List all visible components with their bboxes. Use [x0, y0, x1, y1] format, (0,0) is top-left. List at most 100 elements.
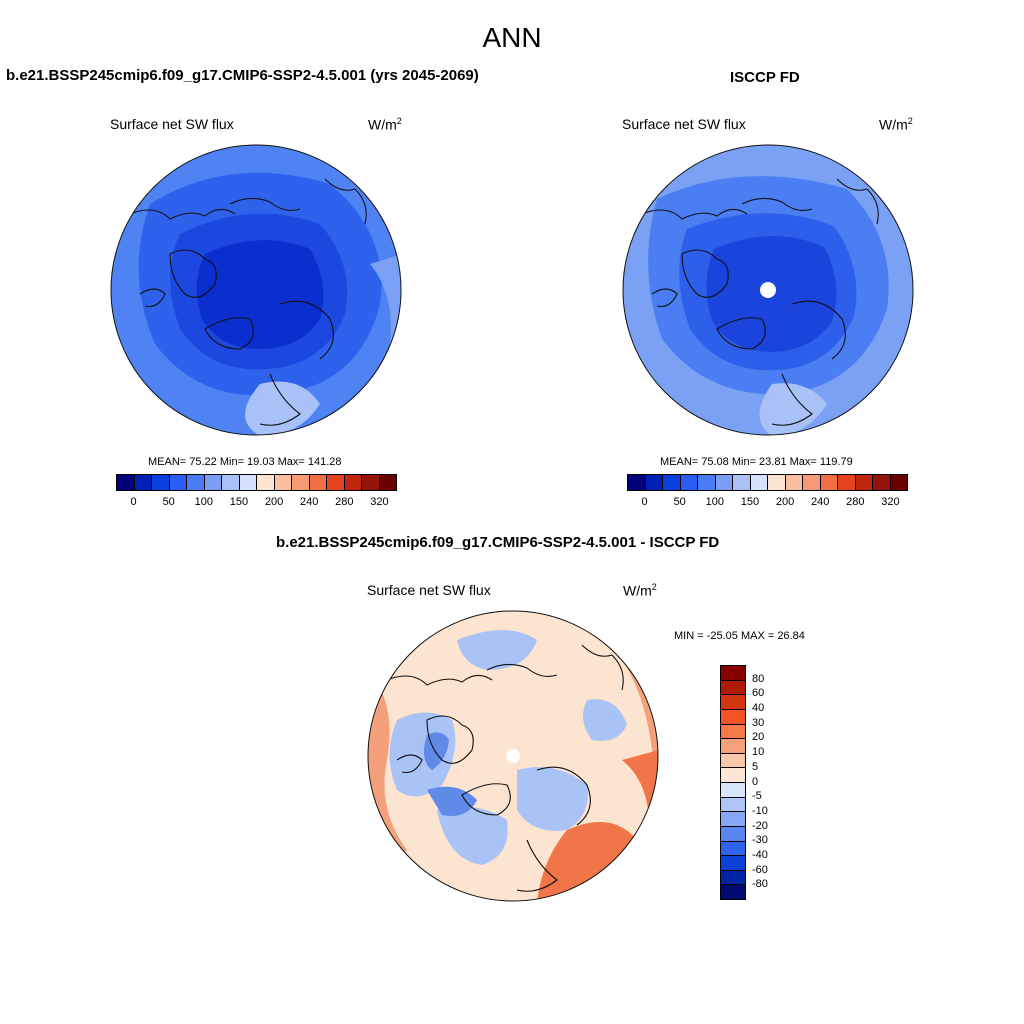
- colorbar-swatch: [628, 475, 646, 490]
- colorbar-tick-label: -30: [752, 834, 768, 847]
- colorbar-swatch: [721, 768, 745, 783]
- colorbar-tick-label: 5: [752, 760, 759, 773]
- obs-units-label: W/m2: [879, 116, 913, 133]
- colorbar-tick-label: -60: [752, 863, 768, 876]
- model-units-label: W/m2: [368, 116, 402, 133]
- colorbar-swatch: [721, 885, 745, 899]
- colorbar-swatch: [715, 475, 733, 490]
- colorbar-swatch: [187, 475, 205, 490]
- colorbar-swatch: [721, 724, 745, 740]
- colorbar-tick-label: 100: [194, 496, 213, 508]
- model-polar-map: [110, 144, 402, 436]
- colorbar-swatch: [309, 475, 327, 490]
- colorbar-swatch: [721, 709, 745, 725]
- colorbar-swatch: [721, 841, 745, 857]
- obs-variable-label: Surface net SW flux: [622, 116, 746, 132]
- colorbar-tick-label: 50: [673, 496, 686, 508]
- colorbar-swatch: [750, 475, 768, 490]
- colorbar-swatch: [257, 475, 275, 490]
- colorbar-tick-label: 0: [130, 496, 137, 508]
- colorbar-swatch: [820, 475, 838, 490]
- model-variable-label: Surface net SW flux: [110, 116, 234, 132]
- obs-colorbar: [627, 474, 908, 491]
- colorbar-swatch: [855, 475, 873, 490]
- colorbar-swatch: [733, 475, 751, 490]
- colorbar-swatch: [362, 475, 380, 490]
- colorbar-swatch: [838, 475, 856, 490]
- colorbar-swatch: [117, 475, 135, 490]
- colorbar-tick-label: 200: [264, 496, 284, 508]
- colorbar-tick-label: 40: [752, 702, 765, 715]
- colorbar-swatch: [721, 783, 745, 798]
- colorbar-swatch: [344, 475, 362, 490]
- colorbar-swatch: [721, 870, 745, 886]
- colorbar-tick-label: 280: [846, 496, 865, 508]
- colorbar-tick-label: 10: [752, 746, 765, 759]
- colorbar-swatch: [721, 797, 745, 813]
- colorbar-swatch: [721, 680, 745, 696]
- colorbar-swatch: [680, 475, 698, 490]
- colorbar-swatch: [274, 475, 292, 490]
- colorbar-swatch: [327, 475, 345, 490]
- colorbar-swatch: [785, 475, 803, 490]
- colorbar-tick-label: -5: [752, 790, 762, 803]
- diff-stats: MIN = -25.05 MAX = 26.84: [674, 630, 805, 642]
- colorbar-swatch: [721, 695, 745, 710]
- colorbar-swatch: [803, 475, 821, 490]
- season-title: ANN: [482, 22, 542, 53]
- colorbar-swatch: [768, 475, 786, 490]
- diff-units-label: W/m2: [623, 582, 657, 599]
- colorbar-swatch: [169, 475, 187, 490]
- colorbar-tick-label: 30: [752, 716, 765, 729]
- diff-polar-map: [367, 610, 659, 902]
- colorbar-tick-label: 240: [300, 496, 319, 508]
- colorbar-swatch: [721, 856, 745, 871]
- colorbar-tick-label: 0: [641, 496, 648, 508]
- model-panel-title: b.e21.BSSP245cmip6.f09_g17.CMIP6-SSP2-4.…: [6, 67, 479, 84]
- diff-panel-title: b.e21.BSSP245cmip6.f09_g17.CMIP6-SSP2-4.…: [276, 534, 720, 551]
- colorbar-tick-label: -10: [752, 804, 768, 817]
- colorbar-tick-label: 20: [752, 731, 765, 744]
- colorbar-swatch: [721, 812, 745, 827]
- colorbar-tick-label: 150: [229, 496, 249, 508]
- colorbar-tick-label: 150: [740, 496, 760, 508]
- colorbar-tick-label: 50: [162, 496, 175, 508]
- colorbar-swatch: [134, 475, 152, 490]
- colorbar-swatch: [721, 826, 745, 842]
- colorbar-swatch: [239, 475, 257, 490]
- obs-polar-map: [622, 144, 914, 436]
- colorbar-tick-label: 320: [881, 496, 900, 508]
- colorbar-swatch: [222, 475, 240, 490]
- model-colorbar: [116, 474, 397, 491]
- colorbar-tick-label: 200: [775, 496, 795, 508]
- colorbar-tick-label: 240: [811, 496, 830, 508]
- colorbar-swatch: [721, 753, 745, 769]
- colorbar-swatch: [152, 475, 170, 490]
- diff-variable-label: Surface net SW flux: [367, 582, 491, 598]
- colorbar-swatch: [379, 475, 396, 490]
- colorbar-tick-label: 100: [705, 496, 724, 508]
- colorbar-tick-label: 320: [370, 496, 389, 508]
- obs-stats: MEAN= 75.08 Min= 23.81 Max= 119.79: [660, 456, 853, 468]
- pole-hole-marker: [760, 282, 776, 298]
- colorbar-swatch: [663, 475, 681, 490]
- pole-hole-marker: [506, 749, 520, 763]
- colorbar-tick-label: 60: [752, 687, 765, 700]
- colorbar-swatch: [204, 475, 222, 490]
- colorbar-swatch: [721, 666, 745, 681]
- colorbar-swatch: [645, 475, 663, 490]
- colorbar-tick-label: 280: [335, 496, 354, 508]
- colorbar-tick-label: 0: [752, 775, 759, 788]
- colorbar-tick-label: -40: [752, 848, 768, 861]
- colorbar-swatch: [721, 739, 745, 754]
- model-stats: MEAN= 75.22 Min= 19.03 Max= 141.28: [148, 456, 342, 468]
- colorbar-swatch: [292, 475, 310, 490]
- colorbar-swatch: [890, 475, 907, 490]
- colorbar-tick-label: -20: [752, 819, 768, 832]
- colorbar-tick-label: -80: [752, 878, 768, 891]
- diff-colorbar: [720, 665, 746, 900]
- obs-panel-title: ISCCP FD: [730, 69, 800, 86]
- colorbar-swatch: [698, 475, 716, 490]
- colorbar-tick-label: 80: [752, 672, 765, 685]
- colorbar-swatch: [873, 475, 891, 490]
